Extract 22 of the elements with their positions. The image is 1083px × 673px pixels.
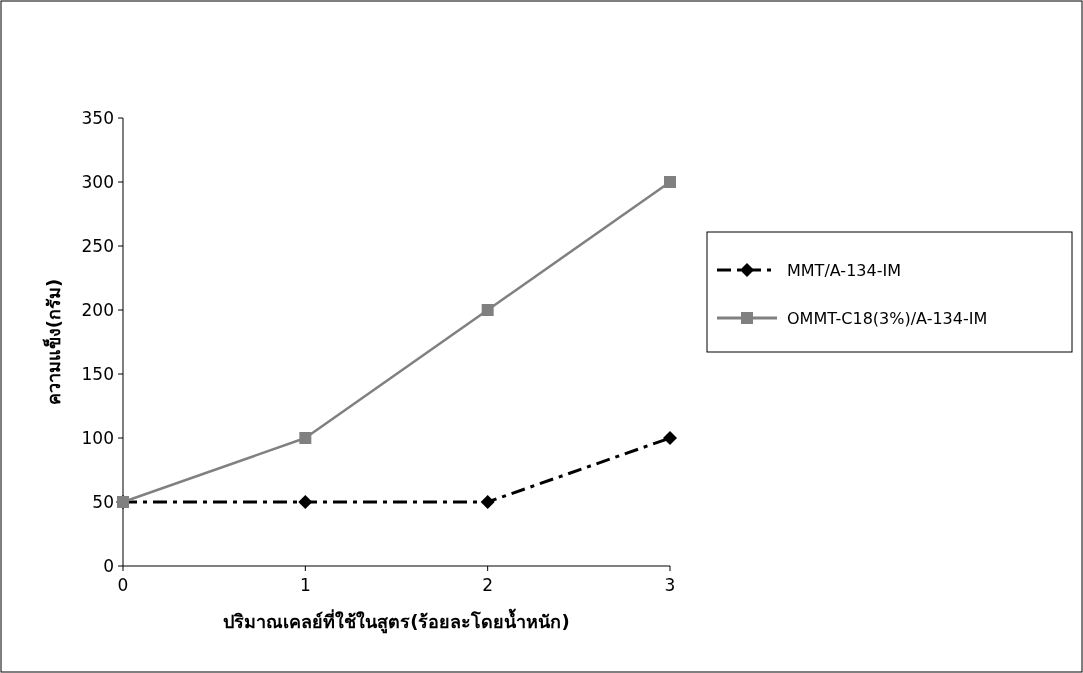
point (481, 304, 494, 316)
y-tick-label: 150 (81, 364, 114, 384)
y-tick-label: 250 (81, 236, 114, 256)
y-tick-label: 0 (103, 556, 114, 576)
x-tick-label: 1 (299, 575, 311, 595)
point (299, 432, 312, 444)
y-tick-label: 300 (81, 172, 114, 192)
y-tick-label: 100 (81, 428, 114, 448)
y-tick-label: 350 (81, 108, 114, 128)
legend-label: OMMT-C18(3%)/A-134-IM (787, 309, 988, 328)
x-tick-label: 3 (664, 575, 676, 595)
y-tick-label: 50 (92, 492, 114, 512)
point (664, 176, 676, 188)
y-axis-title: ความแข็ง(กรัม) (42, 278, 64, 406)
x-axis-title: ปริมาณเคลย์ที่ใช้ในสูตร(ร้อยละโดยน้ำหนัก) (223, 608, 570, 634)
x-tick-label: 0 (117, 575, 129, 595)
point (298, 495, 313, 509)
y-tick-label: 200 (81, 300, 114, 320)
point (480, 495, 495, 509)
x-tick-label: 2 (482, 575, 494, 595)
point (663, 431, 677, 445)
legend-label: MMT/A-134-IM (787, 261, 901, 280)
